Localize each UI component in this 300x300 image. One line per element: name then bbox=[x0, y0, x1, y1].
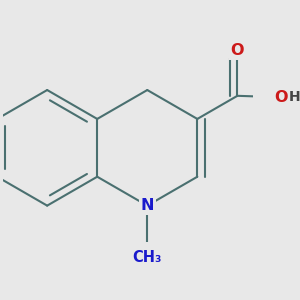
Text: O: O bbox=[274, 90, 287, 105]
Text: O: O bbox=[231, 43, 244, 58]
Text: N: N bbox=[140, 198, 154, 213]
Text: CH₃: CH₃ bbox=[133, 250, 162, 265]
Text: H: H bbox=[289, 90, 300, 104]
